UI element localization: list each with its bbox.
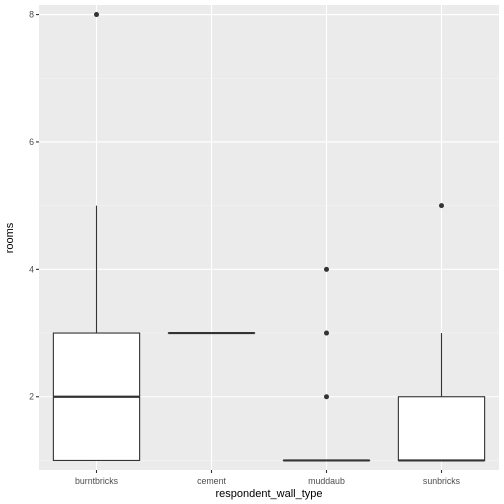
x-axis-title: respondent_wall_type: [215, 488, 322, 500]
y-tick-label: 4: [29, 264, 34, 274]
y-tick-label: 2: [29, 392, 34, 402]
y-axis-ticks: 2 4 6 8: [29, 10, 39, 402]
outlier-point: [324, 330, 329, 336]
x-tick-label: muddaub: [308, 476, 345, 486]
major-gridlines: [39, 5, 499, 470]
box-muddaub: [282, 266, 371, 462]
y-axis-title: rooms: [4, 222, 16, 253]
outlier-point: [324, 394, 329, 400]
box-rect: [397, 396, 486, 461]
box-sunbricks: [397, 203, 486, 462]
outlier-point: [439, 203, 444, 209]
x-tick-label: sunbricks: [423, 476, 461, 486]
y-tick-label: 8: [29, 10, 34, 20]
outlier-point: [94, 12, 99, 18]
x-tick-label: burntbricks: [75, 476, 119, 486]
box-burntbricks: [52, 12, 141, 461]
y-tick-label: 6: [29, 137, 34, 147]
x-axis-ticks: burntbricks cement muddaub sunbricks: [75, 470, 461, 486]
x-tick-label: cement: [197, 476, 226, 486]
outlier-point: [324, 266, 329, 272]
boxes-layer: [52, 12, 486, 462]
